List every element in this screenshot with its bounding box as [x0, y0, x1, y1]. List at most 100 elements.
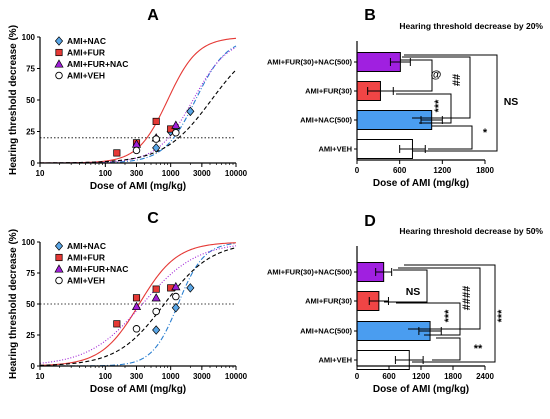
- significance-bracket: [392, 59, 433, 92]
- data-point-veh: [132, 325, 141, 333]
- legend-label: AMI+FUR+NAC: [67, 264, 128, 274]
- significance-label: ***: [433, 99, 445, 113]
- legend-label: AMI+VEH: [67, 71, 105, 81]
- x-tick-label: 10: [36, 372, 45, 381]
- y-tick-label: 0: [31, 362, 36, 371]
- category-label: AMI+VEH: [318, 356, 352, 365]
- x-tick-label: 1800: [444, 372, 462, 381]
- x-tick-label: 100: [99, 169, 113, 178]
- x-tick-label: 1000: [162, 372, 180, 381]
- legend-label: AMI+FUR: [67, 253, 105, 263]
- y-tick-label: 100: [22, 33, 36, 42]
- y-tick-label: 75: [26, 269, 35, 278]
- significance-label: NS: [504, 96, 519, 108]
- category-label: AMI+NAC(500): [300, 116, 352, 125]
- data-point-fur_nac: [131, 301, 142, 311]
- legend-label: AMI+VEH: [67, 276, 105, 286]
- x-tick-label: 100: [99, 372, 113, 381]
- x-tick-label: 1200: [412, 372, 430, 381]
- category-label: AMI+FUR(30): [305, 297, 352, 306]
- significance-label: ***: [496, 309, 508, 323]
- legend-label: AMI+FUR+NAC: [67, 59, 128, 69]
- significance-bracket: [396, 302, 461, 336]
- legend-marker-veh: [55, 71, 63, 80]
- y-axis-title: Hearing threshold decrease (%): [8, 25, 19, 175]
- data-point-fur: [113, 320, 121, 328]
- data-point-veh: [132, 146, 141, 155]
- data-point-fur: [132, 294, 141, 302]
- panel-a: A 0 25 50 75 100 10 100 300 1000 3000 10000 Dose of …: [8, 7, 248, 192]
- legend-label: AMI+NAC: [67, 241, 106, 251]
- significance-bracket: [396, 93, 452, 124]
- y-tick-label: 25: [26, 331, 35, 340]
- data-point-fur_nac: [171, 120, 181, 129]
- x-tick-label: 3000: [193, 169, 211, 178]
- x-tick-label: 2400: [476, 372, 494, 381]
- data-point-fur: [167, 125, 175, 133]
- data-point-fur_nac: [151, 293, 161, 302]
- panel-letter: A: [147, 7, 159, 24]
- data-point-fur: [152, 285, 160, 293]
- significance-label: @: [431, 69, 442, 81]
- panel-letter: B: [364, 7, 376, 24]
- significance-bracket: [402, 56, 471, 119]
- x-tick-label: 3000: [193, 372, 211, 381]
- legend-marker-fur: [55, 48, 63, 57]
- y-tick-label: 50: [26, 96, 35, 105]
- panel-d: D Hearing threshold decrease by 50% AMI+FU…: [267, 213, 543, 395]
- data-point-veh: [172, 292, 180, 301]
- data-point-nac: [186, 283, 195, 293]
- significance-bracket: [398, 267, 481, 330]
- legend-label: AMI+FUR: [67, 48, 105, 58]
- data-point-veh: [152, 307, 160, 316]
- data-point-fur: [152, 117, 160, 125]
- legend-marker-nac: [54, 36, 64, 46]
- x-axis-title: Dose of AMI (mg/kg): [90, 181, 186, 192]
- y-tick-label: 0: [31, 159, 36, 168]
- significance-bracket: [404, 264, 496, 363]
- category-label: AMI+VEH: [318, 145, 352, 154]
- category-label: AMI+FUR(30): [305, 87, 352, 96]
- significance-label: *: [483, 127, 488, 139]
- category-label: AMI+FUR(30)+NAC(500): [267, 58, 353, 67]
- y-axis-title: Hearing threshold decrease (%): [8, 229, 19, 379]
- significance-bracket: [384, 269, 428, 303]
- y-tick-label: 75: [26, 65, 35, 74]
- panel-letter: D: [364, 213, 376, 230]
- x-axis-title: Dose of AMI (mg/kg): [90, 384, 186, 395]
- y-tick-label: 100: [22, 238, 36, 247]
- legend-marker-veh: [55, 276, 63, 285]
- legend-marker-fur_nac: [54, 59, 64, 68]
- data-point-nac: [152, 143, 161, 153]
- x-tick-label: 600: [393, 166, 407, 175]
- y-tick-label: 25: [26, 128, 35, 137]
- significance-label: ##: [451, 74, 463, 86]
- x-tick-label: 1200: [433, 166, 451, 175]
- significance-bracket: [432, 337, 461, 361]
- panel-title: Hearing threshold decrease by 50%: [399, 226, 543, 236]
- significance-label: ***: [443, 309, 455, 323]
- panel-title: Hearing threshold decrease by 20%: [399, 21, 543, 31]
- category-label: AMI+NAC(500): [300, 327, 352, 336]
- data-point-veh: [152, 135, 160, 143]
- x-tick-label: 10000: [225, 372, 248, 381]
- x-axis-title: Dose of AMI (mg/kg): [373, 384, 469, 395]
- data-point-nac: [186, 106, 195, 117]
- y-tick-label: 50: [26, 300, 35, 309]
- category-label: AMI+FUR(30)+NAC(500): [267, 268, 353, 277]
- legend-label: AMI+NAC: [67, 36, 106, 46]
- x-tick-label: 0: [355, 372, 360, 381]
- x-tick-label: 1800: [476, 166, 494, 175]
- legend-marker-fur_nac: [54, 264, 64, 273]
- significance-bracket: [404, 54, 498, 152]
- curve-veh: [39, 247, 237, 366]
- significance-label: NS: [406, 286, 421, 298]
- panel-b: B Hearing threshold decrease by 20% AMI+FU…: [267, 7, 543, 189]
- panel-letter: C: [147, 210, 159, 227]
- x-tick-label: 10000: [225, 169, 248, 178]
- x-tick-label: 300: [130, 169, 144, 178]
- panel-c: C 0 25 50 75 100 10 100 300 1000 3000 10000 Dose of …: [8, 210, 248, 395]
- significance-bracket: [428, 125, 473, 150]
- data-point-fur: [113, 149, 121, 157]
